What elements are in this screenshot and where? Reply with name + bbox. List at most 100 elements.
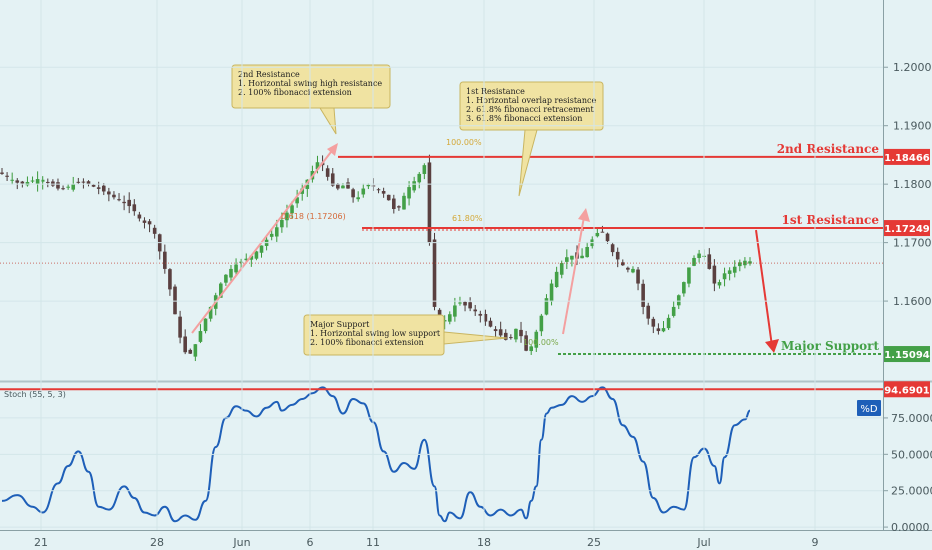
candle-body [224,274,228,283]
candle-body [544,298,549,315]
candle-body [127,199,132,207]
candle-body [234,264,238,273]
candle-body [626,267,630,270]
candle-body [30,180,35,182]
candle-body [208,306,213,319]
candle-body [168,269,172,290]
callout-line: 1. Horizontal overlap resistance [466,96,596,105]
candle-body [641,283,645,307]
candle-body [381,191,386,194]
date-tick-label: Jun [232,536,250,549]
candle-body [651,318,656,327]
fib-label-retracement: 0.618 (1.17206) [281,212,346,221]
candle-body [290,205,294,214]
candle-body [56,182,60,189]
candle-body [605,233,610,242]
candle-body [188,349,193,354]
candle-body [76,181,81,183]
candle-body [229,268,233,278]
candle-body [280,219,284,228]
candle-body [600,231,605,233]
callout-box-1 [231,64,391,109]
candle-body [397,206,401,208]
candle-body [330,173,335,186]
callout-line: 2. 100% fibonacci extension [238,88,352,97]
candle-body [20,181,25,184]
candle-body [519,329,523,337]
candle-body [615,251,620,260]
candle-body [107,191,111,195]
candle-body [269,233,274,237]
candle-body [315,162,320,170]
candle-body [620,262,625,266]
candle-body [178,316,182,338]
candle-body [722,273,727,280]
price-tick-label: 1.20000 [893,61,932,74]
candle-body [51,181,55,186]
candle-body [636,269,640,284]
candle-body [412,181,416,191]
candle-body [458,302,462,304]
candle-body [580,255,584,259]
candle-body [336,184,340,189]
date-tick-label: 28 [150,536,164,549]
candle-body [351,189,355,198]
candle-body [631,268,635,273]
callout-line: 3. 61.8% fibonacci extension [466,114,582,123]
level-name-3: Major Support [781,339,879,353]
candle-body [10,179,14,181]
candle-body [163,251,167,269]
candle-body [707,254,712,269]
candle-body [432,239,437,307]
candle-body [346,182,350,189]
candle-body [732,266,737,273]
candle-body [488,320,493,327]
callout-box-2 [459,81,604,131]
stoch-level-value: 94.6901 [884,385,930,396]
candle-body [254,251,259,259]
level-value-3: 1.15094 [884,350,930,361]
date-tick-label: 21 [34,536,48,549]
candle-body [473,309,478,312]
candle-body [565,257,569,262]
candle-body [447,314,452,322]
candle-body [738,262,742,267]
candle-body [514,328,518,340]
candle-body [483,313,488,322]
candle-body [249,255,254,260]
candle-body [71,184,76,190]
price-tick-label: 1.18000 [893,178,932,191]
candle-body [661,328,666,332]
candle-body [493,329,498,332]
candle-body [534,331,539,348]
date-tick-label: 9 [812,536,819,549]
callout-title-2: 1st Resistance [466,87,525,96]
candle-body [366,184,371,187]
stoch-pane [0,383,883,530]
level-badge-3 [884,346,930,363]
candle-body [509,337,513,339]
candle-body [193,344,198,357]
candle-body [81,181,86,183]
projection-arrow-shaft [755,229,773,347]
candle-body [386,194,391,201]
candle-body [203,318,208,332]
candle-body [285,212,289,221]
candle-body [478,313,483,316]
date-tick-label: 25 [587,536,601,549]
date-tick-label: 18 [477,536,491,549]
candle-body [402,195,406,210]
candle-body [666,317,671,329]
candle-body [692,257,696,266]
candle-body [66,186,70,188]
candle-body [15,180,20,183]
candle-body [132,204,137,212]
candle-body [173,286,177,315]
candle-body [112,194,116,198]
price-tick-label: 1.17000 [893,237,932,250]
stoch-indicator-label: Stoch (55, 5, 3) [4,390,66,399]
candle-body [183,336,187,353]
candle-body [356,197,360,200]
candle-body [498,329,503,336]
